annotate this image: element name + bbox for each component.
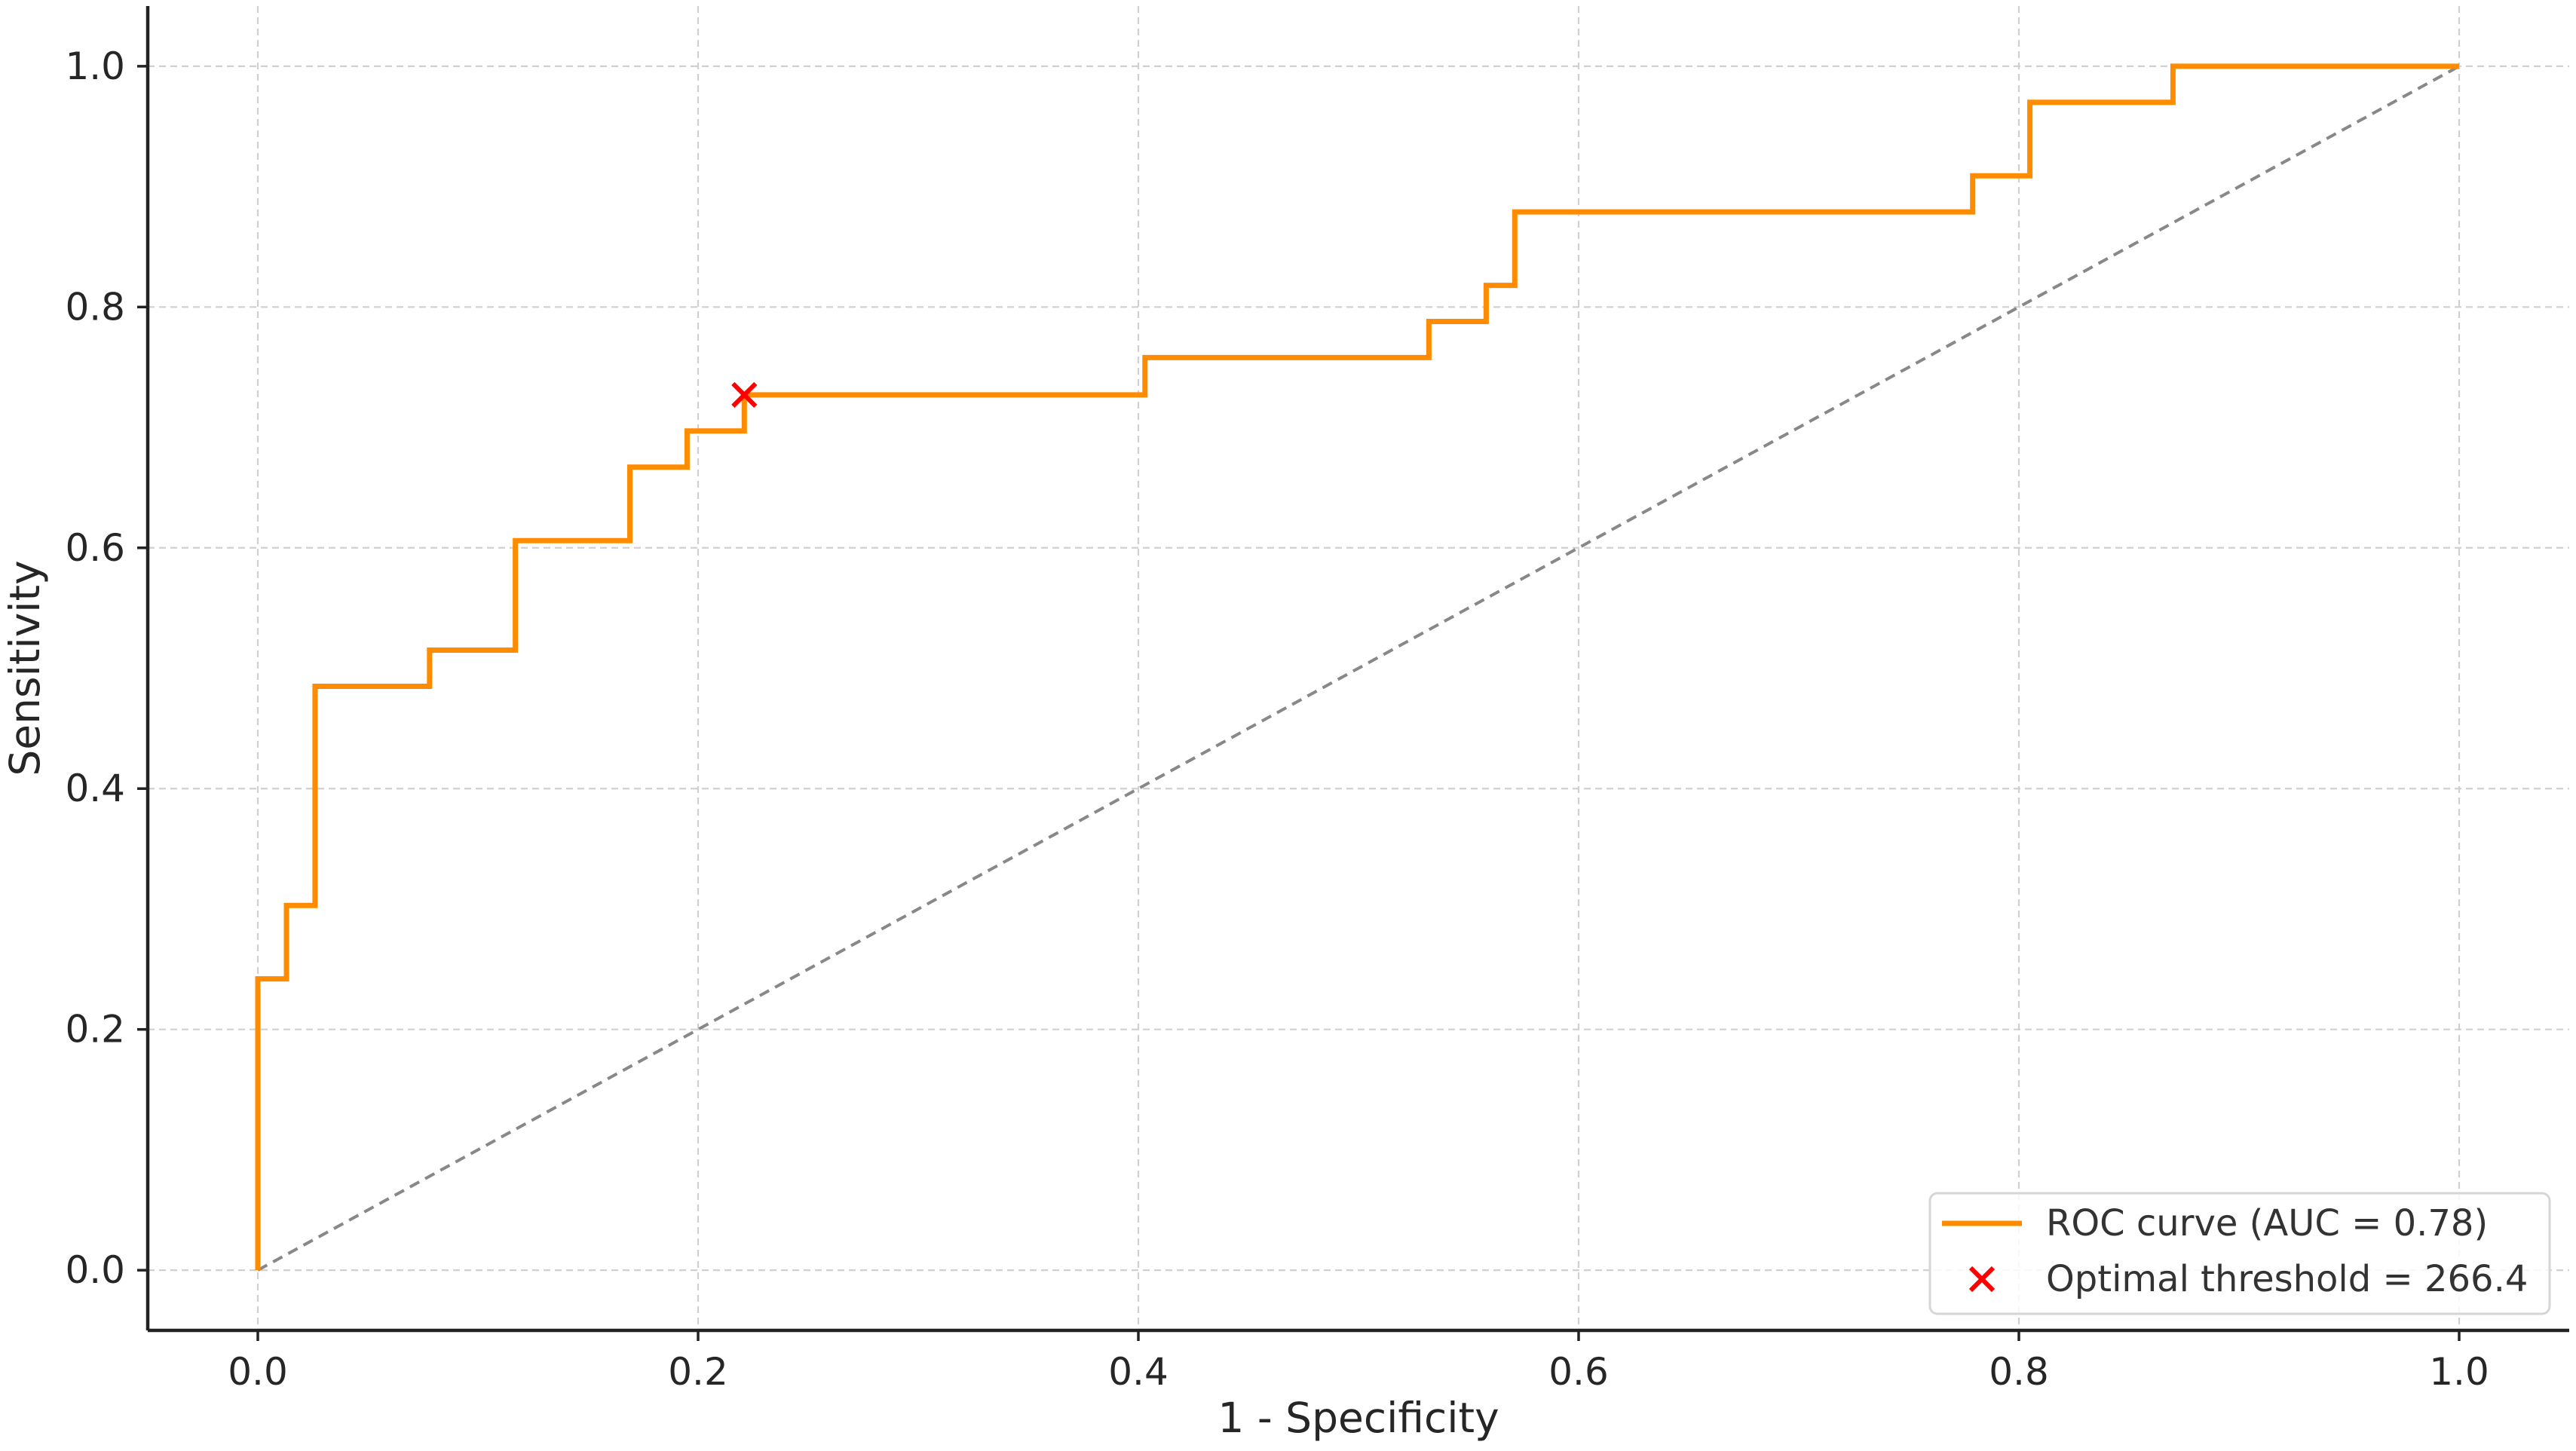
legend: ROC curve (AUC = 0.78) Optimal threshold …	[1928, 1192, 2551, 1315]
legend-roc-label: ROC curve (AUC = 0.78)	[2046, 1202, 2488, 1244]
optimal-threshold-marker	[731, 381, 758, 409]
y-tick-label: 0.0	[65, 1248, 125, 1292]
y-axis-label: Sensitivity	[1, 560, 49, 776]
y-tick-label: 0.2	[65, 1008, 125, 1052]
x-tick-label: 0.2	[668, 1350, 728, 1394]
y-tick-label: 0.4	[65, 767, 125, 810]
reference-diagonal-line	[257, 65, 2460, 1272]
x-tick-label: 0.6	[1548, 1350, 1609, 1394]
x-tick-label: 0.8	[1989, 1350, 2049, 1394]
x-tick-label: 0.4	[1108, 1350, 1169, 1394]
y-tick-label: 1.0	[65, 44, 125, 88]
y-tick-label: 0.8	[65, 285, 125, 329]
axes: 0.0 0.2 0.4 0.6 0.8 1.0 0.0 0.2 0.4 0.6 0.8 1.0	[65, 6, 2569, 1394]
legend-threshold-marker	[1968, 1266, 1996, 1293]
x-axis-label: 1 - Specificity	[1218, 1394, 1499, 1442]
x-tick-label: 1.0	[2429, 1350, 2489, 1394]
legend-box	[1928, 1192, 2551, 1315]
legend-threshold-label: Optimal threshold = 266.4	[2046, 1258, 2528, 1300]
reference-line-layer	[257, 65, 2460, 1272]
series-layer	[255, 63, 2459, 1271]
axis-labels: 1 - Specificity Sensitivity	[1, 560, 1499, 1442]
x-tick-label: 0.0	[228, 1350, 288, 1394]
y-tick-label: 0.6	[65, 526, 125, 570]
